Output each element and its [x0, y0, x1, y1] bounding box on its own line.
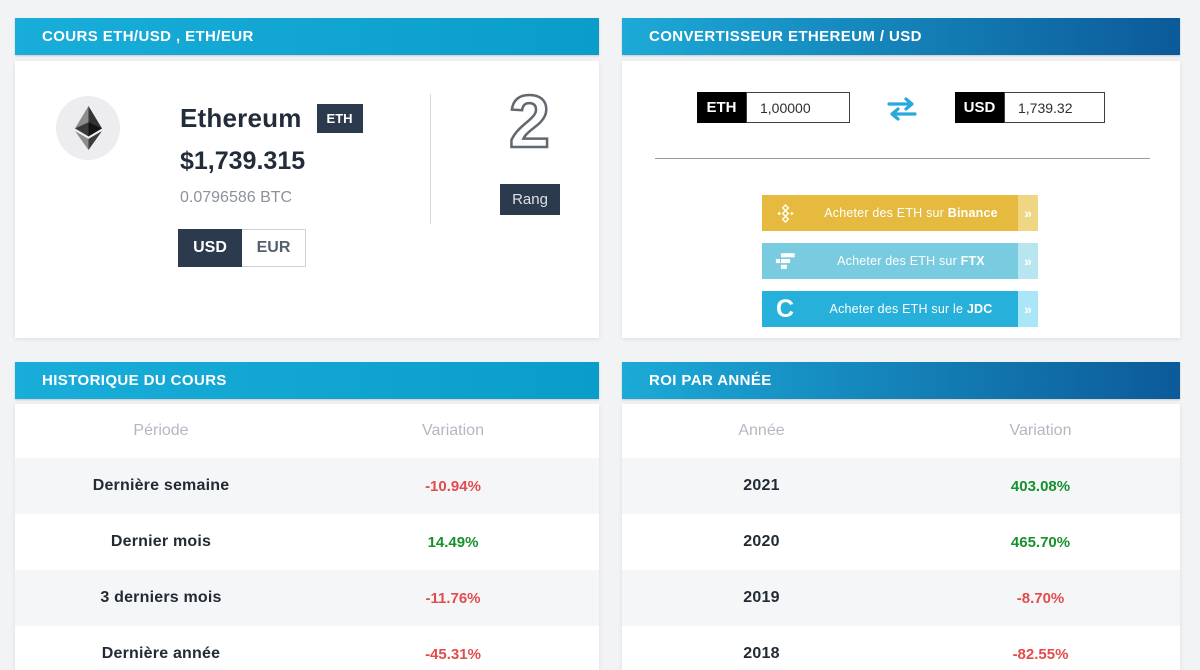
column-header-variation: Variation [1009, 422, 1072, 439]
row-label: Dernière année [101, 645, 221, 662]
converter-panel-header: CONVERTISSEUR ETHEREUM / USD [622, 18, 1180, 55]
binance-chevron-icon: » [1018, 195, 1038, 231]
roi-table-head: Année Variation [622, 404, 1180, 458]
table-row: 3 derniers mois -11.76% [15, 570, 599, 626]
column-header-periode: Période [133, 422, 189, 439]
table-row: 2019 -8.70% [622, 570, 1180, 626]
jdc-chevron-icon: » [1018, 291, 1038, 327]
eth-input-label: ETH [697, 92, 746, 123]
binance-logo-icon [762, 203, 808, 224]
table-row: 2020 465.70% [622, 514, 1180, 570]
usd-toggle-button[interactable]: USD [178, 229, 242, 267]
buy-eth-jdc-button[interactable]: C Acheter des ETH sur le JDC » [762, 291, 1038, 327]
buy-ftx-label: Acheter des ETH sur FTX [837, 254, 985, 268]
rank-section: 2 Rang [470, 79, 590, 216]
row-label: 2021 [743, 477, 780, 494]
row-label: Dernière semaine [92, 477, 230, 494]
table-row: 2021 403.08% [622, 458, 1180, 514]
roi-panel-title: ROI PAR ANNÉE [649, 372, 772, 389]
coin-symbol-badge: ETH [316, 104, 363, 133]
history-table-head: Période Variation [15, 404, 599, 458]
row-value: -10.94% [425, 477, 481, 495]
vertical-divider [430, 94, 431, 224]
price-panel: Ethereum ETH $1,739.315 0.0796586 BTC US… [15, 61, 599, 338]
history-table: Période Variation Dernière semaine -10.9… [15, 404, 599, 670]
table-row: Dernière semaine -10.94% [15, 458, 599, 514]
row-value: 14.49% [427, 533, 479, 551]
history-panel-title: HISTORIQUE DU COURS [42, 372, 227, 389]
row-value: -8.70% [1016, 589, 1065, 607]
roi-panel-header: ROI PAR ANNÉE [622, 362, 1180, 399]
coin-price-usd: $1,739.315 [180, 147, 306, 175]
column-header-annee: Année [738, 422, 785, 439]
buy-binance-label: Acheter des ETH sur Binance [824, 206, 998, 220]
buy-eth-binance-button[interactable]: Acheter des ETH sur Binance » [762, 195, 1038, 231]
price-panel-title: COURS ETH/USD , ETH/EUR [42, 28, 254, 45]
eur-toggle-button[interactable]: EUR [242, 229, 306, 267]
ethereum-logo-icon [56, 96, 120, 160]
converter-panel: ETH USD [622, 61, 1180, 338]
row-label: Dernier mois [110, 533, 212, 550]
row-value: 403.08% [1010, 477, 1071, 495]
usd-amount-input[interactable] [1004, 92, 1105, 123]
roi-table: Année Variation 2021 403.08% 2020 465.70… [622, 404, 1180, 670]
coin-name: Ethereum [180, 103, 302, 133]
rank-number: 2 [508, 79, 552, 163]
row-value: -45.31% [425, 645, 481, 663]
history-panel-header: HISTORIQUE DU COURS [15, 362, 599, 399]
eth-amount-input[interactable] [746, 92, 850, 123]
table-row: Dernier mois 14.49% [15, 514, 599, 570]
row-label: 3 derniers mois [100, 589, 222, 606]
swap-arrows-icon[interactable] [885, 97, 919, 121]
row-value: -82.55% [1012, 645, 1069, 663]
row-value: 465.70% [1010, 533, 1071, 551]
column-header-variation: Variation [422, 422, 484, 439]
row-label: 2019 [743, 589, 780, 606]
ftx-logo-icon [762, 250, 808, 272]
ftx-chevron-icon: » [1018, 243, 1038, 279]
table-row: 2018 -82.55% [622, 626, 1180, 670]
coin-price-btc: 0.0796586 BTC [180, 189, 293, 206]
table-row: Dernière année -45.31% [15, 626, 599, 670]
usd-input-label: USD [955, 92, 1004, 123]
row-value: -11.76% [425, 589, 481, 607]
ethereum-diamond-icon [74, 106, 102, 150]
rank-badge: Rang [500, 184, 560, 216]
jdc-logo-icon: C [775, 294, 795, 323]
buy-jdc-label: Acheter des ETH sur le JDC [829, 302, 993, 316]
converter-panel-title: CONVERTISSEUR ETHEREUM / USD [649, 28, 922, 45]
price-panel-header: COURS ETH/USD , ETH/EUR [15, 18, 599, 55]
row-label: 2018 [743, 645, 780, 662]
converter-divider [655, 158, 1150, 159]
currency-toggle: USD EUR [178, 229, 306, 267]
buy-eth-ftx-button[interactable]: Acheter des ETH sur FTX » [762, 243, 1038, 279]
row-label: 2020 [743, 533, 780, 550]
